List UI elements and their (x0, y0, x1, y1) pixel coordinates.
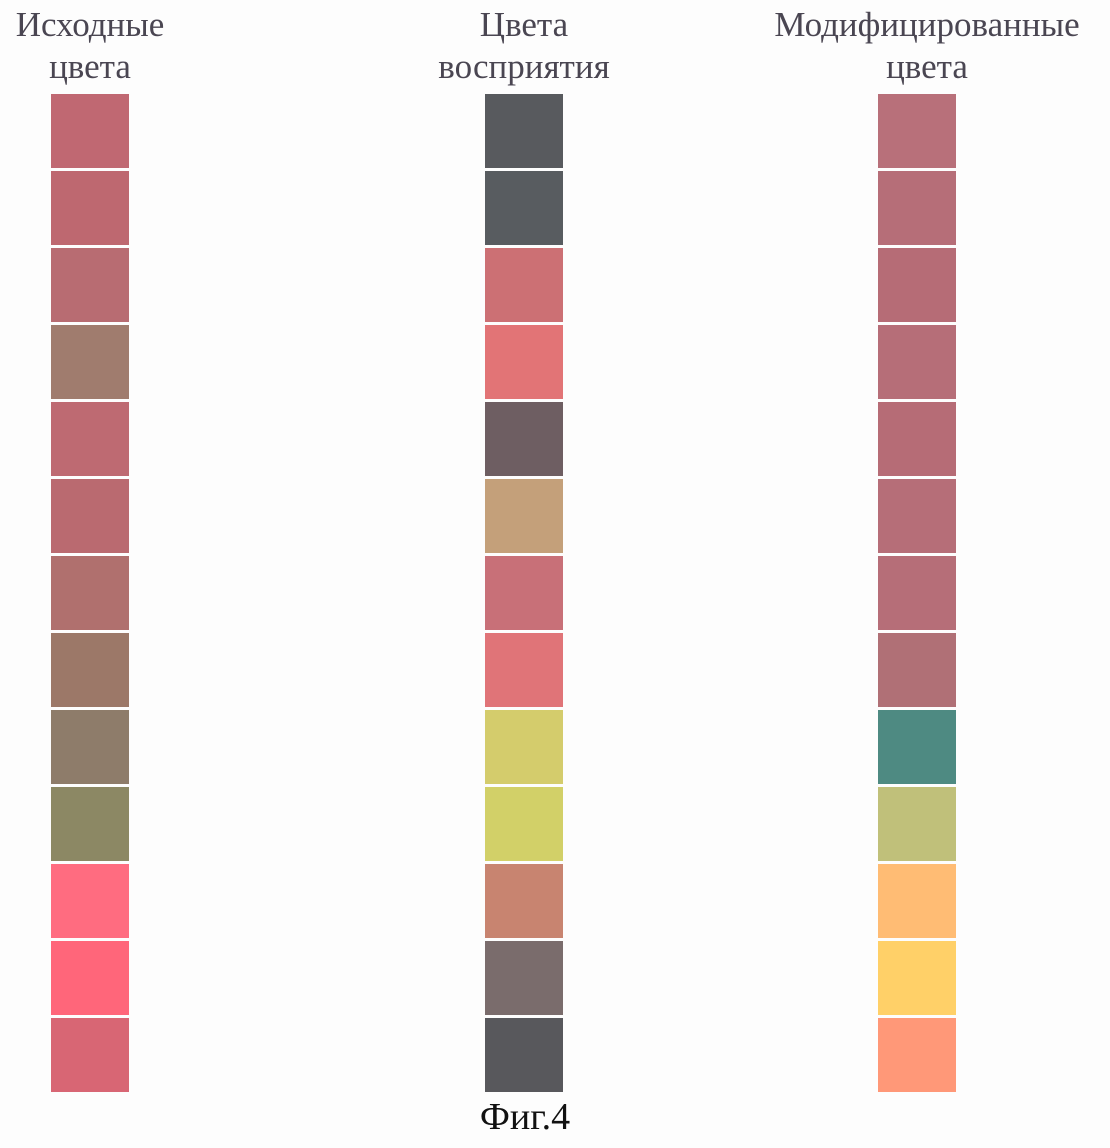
color-swatch (51, 864, 129, 938)
color-swatch (878, 787, 956, 861)
color-swatch (485, 248, 563, 322)
color-swatch (51, 402, 129, 476)
color-swatch (878, 633, 956, 707)
color-swatch (878, 94, 956, 168)
color-swatch (878, 710, 956, 784)
column-title-line: Исходные (0, 4, 180, 46)
color-swatch (51, 941, 129, 1015)
color-swatch (878, 325, 956, 399)
color-swatch (878, 248, 956, 322)
figure-caption: Фиг.4 (400, 1094, 650, 1140)
column-title-line: Цвета (404, 4, 644, 46)
original-colors-swatch-column (51, 94, 129, 1095)
color-swatch (878, 479, 956, 553)
color-swatch (485, 633, 563, 707)
color-swatch (485, 864, 563, 938)
color-swatch (51, 787, 129, 861)
color-swatch (878, 402, 956, 476)
column-title-line: цвета (752, 46, 1102, 88)
color-swatch (878, 171, 956, 245)
color-swatch (485, 402, 563, 476)
color-swatch (485, 325, 563, 399)
color-swatch (51, 325, 129, 399)
color-swatch (51, 1018, 129, 1092)
column-title-line: восприятия (404, 46, 644, 88)
color-swatch (485, 171, 563, 245)
color-swatch (51, 94, 129, 168)
color-swatch (485, 710, 563, 784)
color-swatch (51, 171, 129, 245)
color-swatch (51, 710, 129, 784)
color-swatch (485, 1018, 563, 1092)
color-swatch (485, 787, 563, 861)
modified-colors-swatch-column (878, 94, 956, 1095)
column-title-modified-colors: Модифицированные цвета (752, 4, 1102, 88)
color-swatch (485, 941, 563, 1015)
color-swatch (485, 94, 563, 168)
column-title-perceived-colors: Цвета восприятия (404, 4, 644, 88)
color-swatch (878, 1018, 956, 1092)
color-swatch (878, 941, 956, 1015)
color-swatch (51, 633, 129, 707)
column-title-line: Модифицированные (752, 4, 1102, 46)
color-swatch (485, 479, 563, 553)
color-swatch (51, 479, 129, 553)
perceived-colors-swatch-column (485, 94, 563, 1095)
color-swatch (878, 556, 956, 630)
column-title-original-colors: Исходные цвета (0, 4, 180, 88)
color-swatch (878, 864, 956, 938)
color-swatch (51, 248, 129, 322)
color-swatch (51, 556, 129, 630)
color-swatch (485, 556, 563, 630)
column-title-line: цвета (0, 46, 180, 88)
